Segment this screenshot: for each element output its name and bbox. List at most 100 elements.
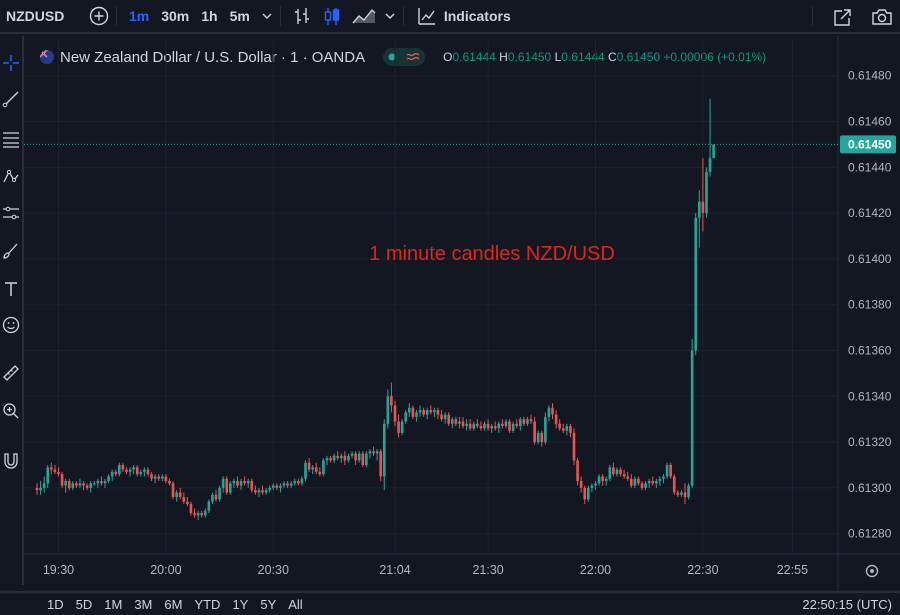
candles-chart-type-icon[interactable] (321, 5, 343, 27)
candle-body (279, 485, 282, 488)
indicators-button[interactable]: Indicators (443, 8, 511, 24)
trend-line-icon[interactable] (0, 88, 22, 110)
candle-body (289, 483, 293, 486)
candle-body (622, 474, 626, 477)
range-5y[interactable]: 5Y (260, 596, 277, 612)
candle-body (143, 469, 146, 472)
candle-body (619, 469, 622, 475)
candle-body (615, 469, 619, 475)
indicators-icon[interactable] (416, 5, 438, 27)
prediction-icon[interactable] (0, 202, 22, 224)
candle-body (218, 487, 221, 500)
y-tick-label: 0.61460 (848, 115, 892, 129)
crosshair-icon[interactable] (0, 52, 22, 74)
candle-body (680, 492, 683, 495)
zoom-in-icon[interactable] (0, 400, 22, 422)
range-6m[interactable]: 6M (164, 596, 183, 612)
candle-body (676, 492, 680, 495)
camera-icon[interactable] (870, 6, 894, 28)
candle-body (42, 483, 46, 488)
candle-body (558, 423, 561, 429)
candle-body (468, 423, 472, 429)
candle-body (189, 503, 193, 514)
y-tick-label: 0.61480 (848, 69, 892, 83)
candle-body (408, 407, 411, 413)
candle-body (132, 467, 135, 470)
y-tick-label: 0.61280 (848, 527, 892, 541)
candle-body (307, 462, 311, 470)
candle-body (658, 478, 662, 482)
last-price-label: 0.61450 (848, 137, 892, 151)
utc-clock[interactable]: 22:50:15 (UTC) (802, 597, 892, 612)
y-tick-label: 0.61440 (848, 160, 892, 174)
bar-chart-type-icon[interactable] (291, 5, 313, 27)
candle-body (71, 483, 75, 488)
candle-body (82, 483, 85, 486)
symbol-search[interactable]: NZDUSD (6, 8, 65, 24)
candle-body (257, 490, 261, 493)
candle-body (644, 483, 647, 488)
chevron-down-icon[interactable] (260, 9, 274, 23)
candle-body (229, 483, 232, 493)
candle-body (443, 414, 447, 420)
timeframe-1m[interactable]: 1m (129, 8, 150, 24)
candle-body (386, 396, 390, 424)
range-1d[interactable]: 1D (47, 596, 64, 612)
text-icon[interactable] (0, 278, 22, 300)
candle-body (236, 481, 239, 486)
candle-body (243, 481, 246, 484)
toolbar-divider (116, 6, 117, 26)
candle-body (171, 483, 175, 498)
open-value: 0.61444 (452, 50, 496, 64)
fib-retracement-icon[interactable] (0, 128, 22, 150)
range-ytd[interactable]: YTD (194, 596, 221, 612)
range-all[interactable]: All (288, 596, 303, 612)
ohlc-values: O0.61444 H0.61450 L0.61444 C0.61450 +0.0… (443, 50, 766, 64)
range-3m[interactable]: 3M (134, 596, 153, 612)
candle-body (655, 481, 658, 484)
brush-icon[interactable] (0, 240, 22, 262)
market-status-badge[interactable] (383, 48, 426, 66)
price-chart[interactable]: 0.61480 0.61460 0.61440 0.61420 0.61400 0.613… (0, 0, 900, 591)
pattern-icon[interactable] (0, 166, 22, 188)
add-symbol-icon[interactable] (88, 5, 110, 27)
timeframe-5m[interactable]: 5m (229, 8, 250, 24)
candle-body (75, 483, 78, 486)
candle-body (476, 423, 479, 427)
candle-body (150, 474, 153, 479)
settings-icon[interactable] (865, 564, 879, 578)
timeframe-1h[interactable]: 1h (201, 8, 218, 24)
candle-body (397, 421, 400, 433)
candle-body (515, 423, 519, 427)
area-chart-type-icon[interactable] (351, 5, 377, 27)
candle-body (440, 414, 443, 420)
ruler-icon[interactable] (0, 362, 22, 384)
candle-body (504, 421, 508, 427)
candle-body (314, 467, 318, 472)
range-1y[interactable]: 1Y (232, 596, 249, 612)
timeframe-30m[interactable]: 30m (161, 8, 190, 24)
candle-body (64, 481, 67, 486)
candle-body (297, 481, 300, 484)
share-icon[interactable] (832, 6, 854, 28)
candle-body (350, 453, 354, 456)
candle-body (665, 464, 669, 477)
range-5d[interactable]: 5D (75, 596, 93, 612)
symbol-title[interactable]: New Zealand Dollar / U.S. Dollar · 1 · O… (60, 48, 366, 66)
candle-body (415, 412, 418, 417)
candle-body (651, 481, 655, 484)
magnet-icon[interactable] (0, 450, 22, 472)
candle-body (178, 492, 182, 498)
candle-body (275, 485, 279, 488)
candle-body (447, 414, 450, 424)
candle-body (626, 476, 629, 479)
candle-body (683, 492, 687, 498)
candle-body (597, 476, 601, 484)
close-key: C (608, 50, 617, 64)
range-1m[interactable]: 1M (104, 596, 123, 612)
candle-body (347, 455, 350, 461)
emoji-icon[interactable] (0, 314, 22, 336)
chevron-down-icon[interactable] (383, 9, 397, 23)
candle-body (329, 458, 332, 461)
candle-body (687, 485, 690, 498)
